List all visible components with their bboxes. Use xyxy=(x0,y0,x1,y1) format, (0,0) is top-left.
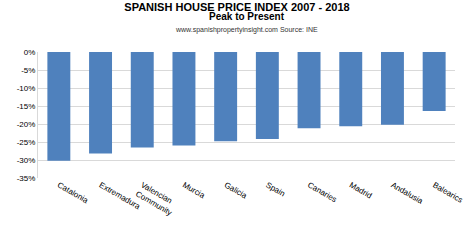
svg-text:Murcia: Murcia xyxy=(181,180,207,200)
svg-text:www.spanishpropertyinsight.com: www.spanishpropertyinsight.com Source: I… xyxy=(175,26,318,34)
svg-text:Catalonia: Catalonia xyxy=(56,180,90,205)
svg-text:-20%: -20% xyxy=(17,120,36,129)
svg-text:-15%: -15% xyxy=(17,102,36,111)
svg-text:-35%: -35% xyxy=(17,174,36,183)
svg-text:Andalusia: Andalusia xyxy=(389,180,424,206)
svg-text:-5%: -5% xyxy=(21,66,35,75)
svg-text:ValencianCommunity: ValencianCommunity xyxy=(134,180,179,217)
svg-text:Canaries: Canaries xyxy=(306,180,338,204)
svg-text:Spain: Spain xyxy=(264,180,286,198)
svg-text:0%: 0% xyxy=(24,48,36,57)
svg-text:Galicia: Galicia xyxy=(223,180,249,200)
svg-text:-30%: -30% xyxy=(17,156,36,165)
svg-text:Balearics: Balearics xyxy=(431,180,464,204)
svg-text:Peak to Present: Peak to Present xyxy=(209,11,285,22)
svg-text:-25%: -25% xyxy=(17,138,36,147)
svg-text:-10%: -10% xyxy=(17,84,36,93)
svg-text:SPANISH HOUSE PRICE INDEX 2007: SPANISH HOUSE PRICE INDEX 2007 - 2018 xyxy=(124,1,349,13)
svg-text:Madrid: Madrid xyxy=(348,180,374,200)
svg-text:Extremadura: Extremadura xyxy=(98,180,143,211)
